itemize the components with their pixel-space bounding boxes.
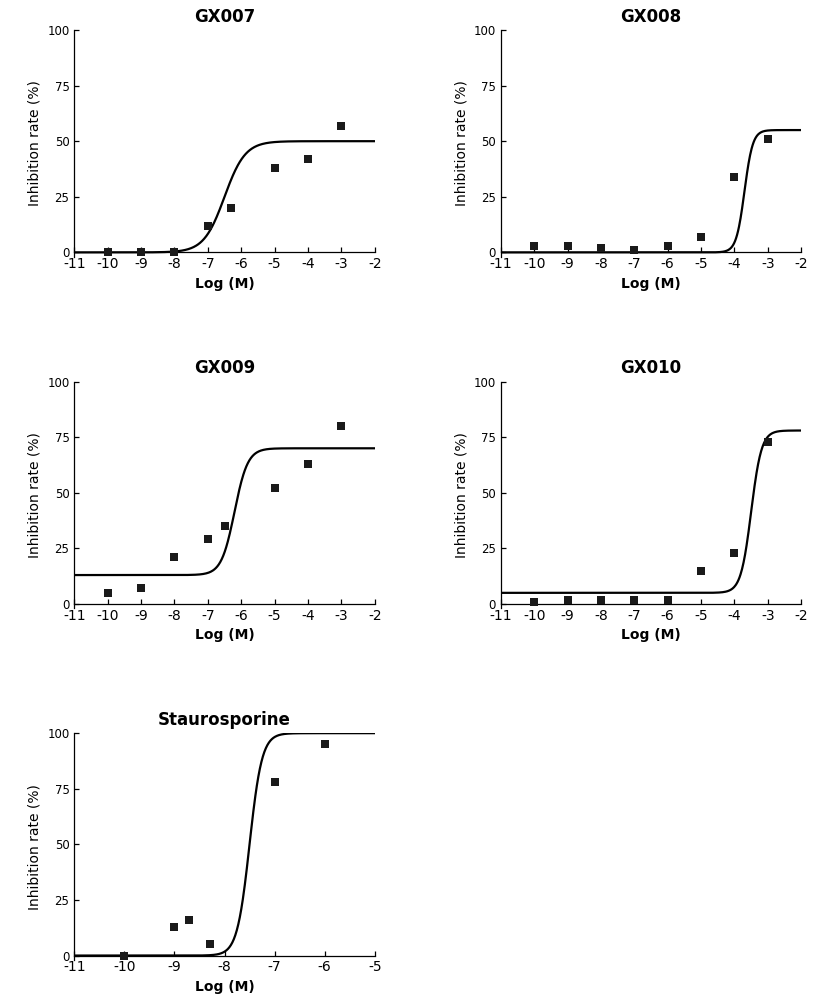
Point — [628, 242, 641, 258]
Point — [268, 774, 281, 790]
Point — [203, 936, 216, 952]
Point — [135, 244, 148, 260]
Point — [661, 238, 674, 254]
Point — [335, 118, 348, 134]
Point — [335, 418, 348, 434]
X-axis label: Log (M): Log (M) — [195, 980, 254, 994]
X-axis label: Log (M): Log (M) — [195, 628, 254, 642]
Title: GX008: GX008 — [620, 8, 681, 26]
Point — [762, 434, 775, 450]
Point — [561, 238, 574, 254]
Y-axis label: Inhibition rate (%): Inhibition rate (%) — [28, 784, 41, 910]
Point — [318, 736, 331, 752]
Title: GX010: GX010 — [620, 359, 681, 377]
Point — [695, 563, 708, 579]
Point — [268, 480, 281, 496]
Y-axis label: Inhibition rate (%): Inhibition rate (%) — [28, 80, 41, 206]
X-axis label: Log (M): Log (M) — [621, 277, 681, 291]
Point — [301, 151, 315, 167]
Y-axis label: Inhibition rate (%): Inhibition rate (%) — [28, 432, 41, 558]
Point — [561, 592, 574, 608]
Point — [595, 592, 608, 608]
Point — [628, 592, 641, 608]
X-axis label: Log (M): Log (M) — [195, 277, 254, 291]
Title: GX009: GX009 — [194, 359, 255, 377]
Point — [268, 160, 281, 176]
Point — [661, 592, 674, 608]
Point — [225, 200, 238, 216]
Point — [728, 169, 741, 185]
Point — [762, 131, 775, 147]
Point — [183, 912, 196, 928]
Title: Staurosporine: Staurosporine — [158, 711, 291, 729]
Title: GX007: GX007 — [194, 8, 255, 26]
Point — [528, 594, 541, 610]
X-axis label: Log (M): Log (M) — [621, 628, 681, 642]
Point — [101, 244, 114, 260]
Point — [118, 948, 131, 964]
Point — [728, 545, 741, 561]
Point — [168, 244, 181, 260]
Point — [168, 549, 181, 565]
Point — [528, 238, 541, 254]
Point — [695, 229, 708, 245]
Point — [168, 919, 181, 935]
Point — [202, 531, 215, 547]
Point — [202, 218, 215, 234]
Point — [218, 518, 231, 534]
Point — [301, 456, 315, 472]
Point — [595, 240, 608, 256]
Y-axis label: Inhibition rate (%): Inhibition rate (%) — [454, 80, 468, 206]
Point — [101, 585, 114, 601]
Y-axis label: Inhibition rate (%): Inhibition rate (%) — [454, 432, 468, 558]
Point — [135, 580, 148, 596]
